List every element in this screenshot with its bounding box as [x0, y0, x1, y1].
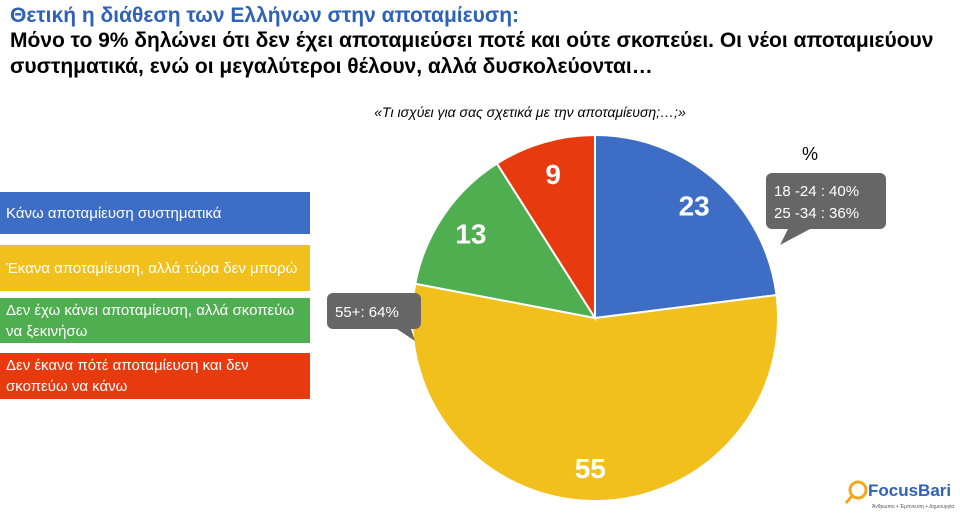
unit-label: % [802, 144, 818, 164]
value-label: 9 [545, 159, 561, 190]
logo-icon [848, 480, 868, 500]
pie-slice [411, 282, 779, 502]
callout-text: 55+: 64% [335, 304, 399, 321]
callout-text: 18 -24 : 40% [774, 183, 859, 200]
pie-slice [594, 133, 778, 320]
pie-slice [495, 133, 596, 322]
logo: FocusBari Άνθρωποι + Έμπνευση + Δημιουργί… [844, 480, 954, 510]
legend-item: Δεν έχω κάνει αποταμίευση, αλλά σκοπεύω … [0, 298, 310, 343]
subtitle: Μόνο το 9% δηλώνει ότι δεν έχει αποταμιε… [10, 29, 934, 78]
value-label: 23 [679, 190, 710, 221]
value-label: 13 [455, 219, 486, 250]
title: Θετική η διάθεση των Ελλήνων στην αποταμ… [10, 4, 520, 27]
logo-name: FocusBari [868, 481, 951, 500]
legend-item: Δεν έκανα πότέ αποταμίευση και δεν σκοπε… [0, 353, 310, 399]
callout [766, 173, 886, 245]
callout [327, 293, 421, 341]
logo-tagline: Άνθρωποι + Έμπνευση + Δημιουργία [872, 504, 954, 510]
logo-icon [844, 495, 854, 504]
legend-item: Έκανα αποταμίευση, αλλά τώρα δεν μπορώ [0, 245, 310, 291]
pie-slice [414, 162, 598, 320]
legend-item: Κάνω αποταμίευση συστηματικά [0, 192, 310, 234]
callout-text: 25 -34 : 36% [774, 205, 859, 222]
value-label: 55 [575, 453, 606, 484]
question: «Τι ισχύει για σας σχετικά με την αποταμ… [374, 104, 686, 120]
